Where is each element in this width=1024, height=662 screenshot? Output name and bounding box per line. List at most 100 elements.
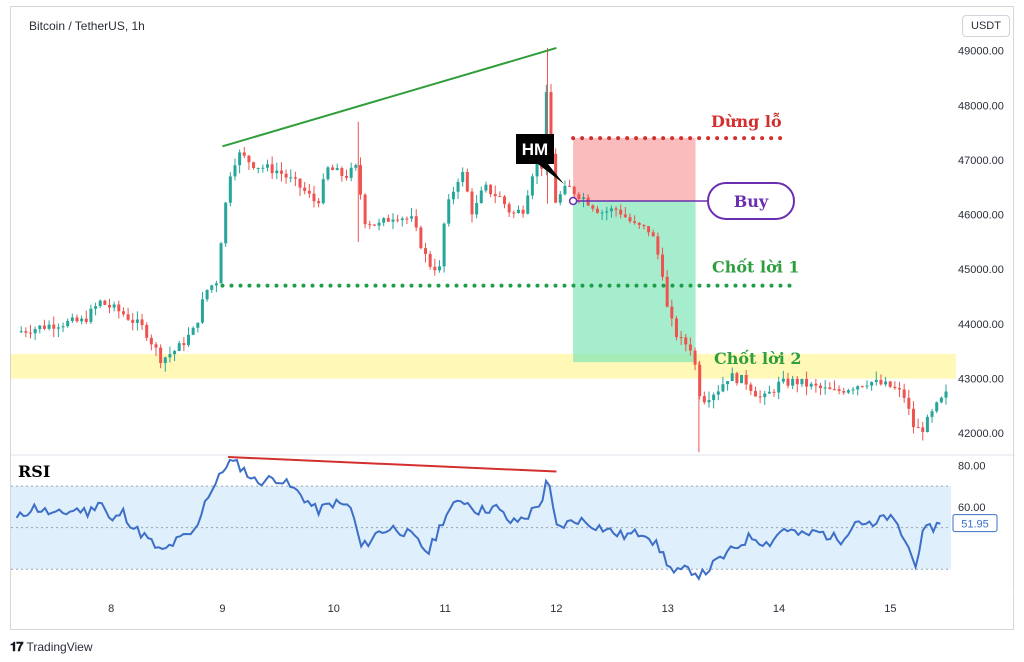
candle [270,164,274,174]
candle [331,167,335,171]
candle [89,308,93,322]
hm-callout [516,134,564,184]
support-zone [11,353,956,379]
candle [345,175,349,178]
candle [252,162,256,169]
candle [94,306,98,309]
candle [698,364,702,397]
price-tick-label: 47000.00 [958,155,1004,167]
price-tick-label: 48000.00 [958,100,1004,112]
candle [405,218,409,220]
chart-canvas[interactable]: HM Buy Dừng lỗ Chốt lời 1 Chốt lời 2 RSI 80.0… [11,7,1015,631]
candle [47,324,51,329]
candle [558,194,562,203]
time-tick-label: 11 [439,603,450,615]
candle [261,167,265,169]
candle [503,196,507,205]
candle [214,283,218,286]
candle [247,155,251,163]
candle [614,208,618,210]
candle [326,167,330,180]
candle [187,334,191,346]
candle [38,325,42,330]
candles [19,47,948,453]
candle [335,168,339,171]
stop-loss-zone [573,138,696,201]
candle [800,378,804,385]
candle [396,219,400,221]
time-tick-label: 12 [550,603,562,615]
candle [391,219,395,222]
candle [925,416,929,432]
candle [279,170,283,174]
time-tick-label: 14 [773,603,785,615]
candle [712,394,716,401]
candle [84,318,88,322]
candle [856,386,860,390]
candle [414,216,418,228]
candle [368,224,372,226]
candle [670,306,674,319]
candle [173,350,177,355]
candle [623,214,627,218]
candle [33,329,37,334]
candle [870,382,874,386]
candle [819,385,823,389]
candle [424,248,428,255]
candle [266,164,270,168]
candle [121,311,125,315]
time-tick-label: 10 [328,603,340,615]
candle [656,236,660,255]
candle [874,379,878,383]
candle [911,408,915,428]
candle [24,331,28,333]
candle [52,324,56,329]
candle [298,178,302,188]
candle [135,319,139,323]
candle [354,165,358,168]
candle [647,226,651,233]
take-profit-1-label: Chốt lời 1 [712,258,800,277]
candle [56,327,60,329]
candle [944,391,948,398]
candle [828,387,832,390]
candle [382,218,386,223]
candle [410,216,414,219]
candle [507,204,511,213]
rsi-value-badge [952,514,998,533]
price-tick-label: 46000.00 [958,210,1004,222]
candle [224,202,228,244]
price-tick-label: 45000.00 [958,264,1004,276]
candle [674,318,678,338]
candle [140,319,144,326]
candle [437,266,441,271]
chart-frame: HM Buy Dừng lỗ Chốt lời 1 Chốt lời 2 RSI 80.0… [10,6,1015,631]
candle [493,194,497,197]
time-tick-label: 8 [108,603,114,615]
candle [386,218,390,222]
candle [293,177,297,179]
candle [628,217,632,222]
candle [456,181,460,192]
time-tick-label: 13 [662,603,674,615]
candle [554,153,558,203]
candle [233,165,237,177]
price-tick-label: 42000.00 [958,428,1004,440]
candle [735,373,739,384]
candle [451,191,455,200]
candle [284,173,288,178]
candle [582,197,586,200]
candle [145,325,149,338]
candle [740,374,744,384]
candle [196,322,200,328]
rsi-line [15,458,941,581]
candle [80,318,84,322]
candle [879,379,883,385]
candle [321,179,325,204]
currency-selector[interactable]: USDT [962,15,1010,37]
candle [665,276,669,307]
candle [29,332,33,334]
candle [846,390,850,393]
candle [200,299,204,323]
candle [939,397,943,403]
